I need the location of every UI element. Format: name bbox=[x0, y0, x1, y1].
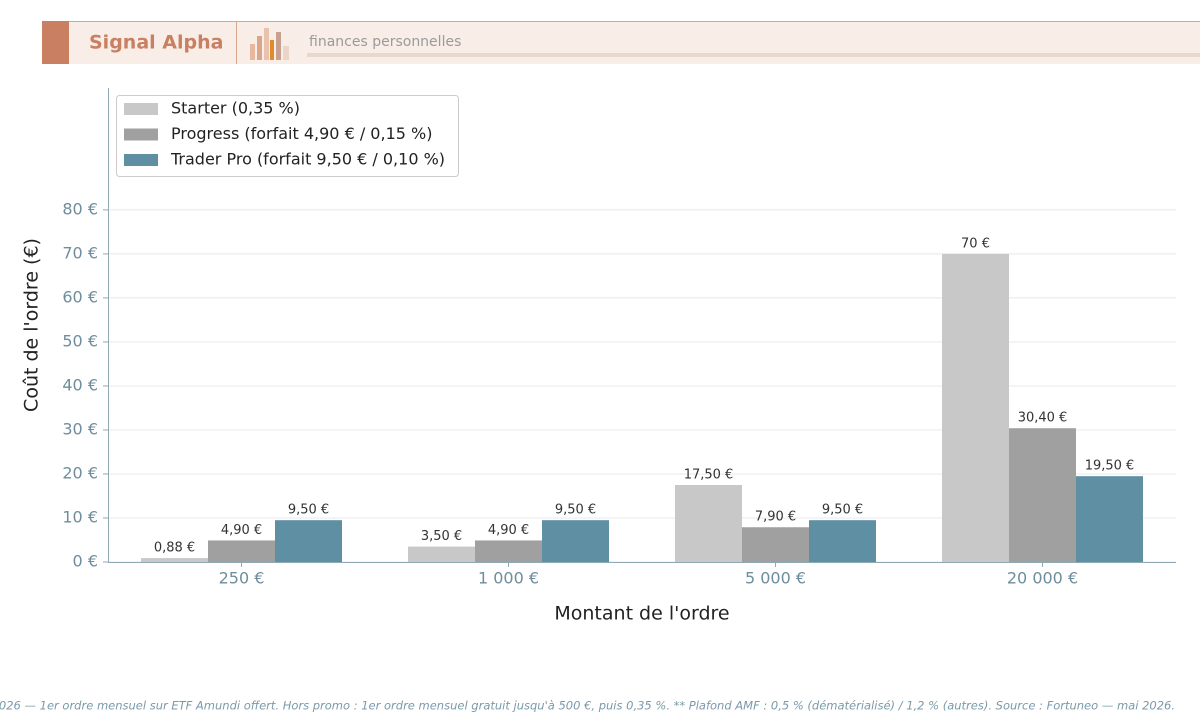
value-label: 17,50 € bbox=[684, 467, 734, 482]
value-label: 30,40 € bbox=[1018, 411, 1068, 426]
bar bbox=[141, 558, 208, 562]
legend-swatch bbox=[124, 154, 158, 166]
brand[interactable]: Signal Alpha bbox=[89, 32, 223, 54]
bar bbox=[809, 520, 876, 562]
value-label: 7,90 € bbox=[755, 510, 796, 525]
bar bbox=[742, 527, 809, 562]
value-label: 4,90 € bbox=[488, 523, 529, 538]
value-label: 4,90 € bbox=[221, 523, 262, 538]
bar bbox=[208, 540, 275, 562]
header-accent bbox=[42, 21, 69, 64]
value-label: 9,50 € bbox=[288, 503, 329, 518]
legend: Starter (0,35 %) Progress (forfait 4,90 €… bbox=[116, 95, 459, 177]
y-tick-label: 30 € bbox=[62, 419, 98, 438]
y-tick-label: 20 € bbox=[62, 463, 98, 482]
bar bbox=[475, 540, 542, 562]
value-label: 19,50 € bbox=[1085, 459, 1135, 474]
bar bbox=[1076, 476, 1143, 562]
y-tick-label: 50 € bbox=[62, 331, 98, 350]
bar bbox=[408, 546, 475, 562]
value-label: 0,88 € bbox=[154, 541, 195, 556]
value-label: 9,50 € bbox=[555, 503, 596, 518]
y-tick-label: 60 € bbox=[62, 287, 98, 306]
y-tick-label: 70 € bbox=[62, 243, 98, 262]
value-label: 9,50 € bbox=[822, 503, 863, 518]
legend-swatch bbox=[124, 103, 158, 115]
y-tick-label: 0 € bbox=[73, 552, 98, 571]
x-tick-label: 5 000 € bbox=[745, 569, 806, 588]
x-tick-label: 1 000 € bbox=[478, 569, 539, 588]
legend-label: Starter (0,35 %) bbox=[171, 99, 300, 118]
x-axis-title: Montant de l'ordre bbox=[554, 603, 729, 625]
tagline: finances personnelles bbox=[309, 34, 461, 50]
value-label: 3,50 € bbox=[421, 529, 462, 544]
bar bbox=[675, 484, 742, 562]
legend-box bbox=[116, 95, 459, 177]
legend-label: Trader Pro (forfait 9,50 € / 0,10 %) bbox=[170, 150, 445, 169]
y-axis-title: Coût de l'ordre (€) bbox=[21, 238, 43, 412]
value-label: 70 € bbox=[961, 236, 990, 251]
legend-swatch bbox=[124, 128, 158, 141]
x-tick-label: 250 € bbox=[219, 569, 265, 588]
tagline-rule bbox=[307, 53, 1200, 57]
legend-label: Progress (forfait 4,90 € / 0,15 %) bbox=[171, 124, 432, 143]
y-tick-label: 80 € bbox=[62, 199, 98, 218]
bar bbox=[1009, 428, 1076, 562]
bar bbox=[542, 520, 609, 562]
footnote: /2026 — 1er ordre mensuel sur ETF Amundi… bbox=[0, 699, 1175, 713]
y-tick-label: 40 € bbox=[62, 375, 98, 394]
bar bbox=[275, 520, 342, 562]
x-tick-label: 20 000 € bbox=[1007, 569, 1078, 588]
y-tick-label: 10 € bbox=[62, 507, 98, 526]
logo-icon bbox=[250, 28, 289, 60]
bar bbox=[942, 253, 1009, 563]
